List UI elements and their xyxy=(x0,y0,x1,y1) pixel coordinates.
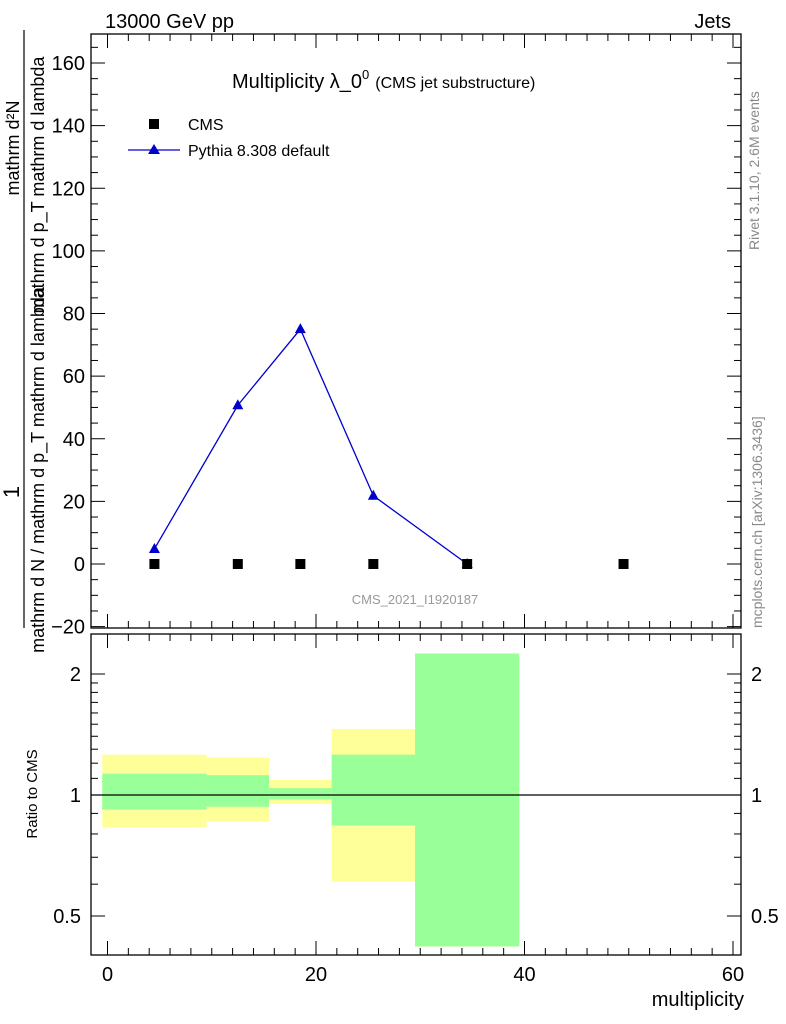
chart-title: Multiplicity λ_00 (CMS jet substructure) xyxy=(232,67,535,93)
ratio-ytick-label-left: 1 xyxy=(70,785,81,807)
main-ytick-label: 0 xyxy=(74,554,85,576)
main-ytick-label: 100 xyxy=(52,241,85,263)
legend-cms-marker xyxy=(149,119,159,129)
main-ytick-label: 140 xyxy=(52,116,85,138)
cms-point xyxy=(295,559,306,569)
main-ylabel: 1 mathrm d²N mathrm d p_T mathrm d lambd… xyxy=(0,30,49,653)
main-ytick-label: 60 xyxy=(63,366,85,388)
ylabel-denominator: mathrm d p_T mathrm d lambda xyxy=(28,56,49,314)
pythia-line xyxy=(153,327,468,565)
ylabel-bottom: mathrm d N / mathrm d p_T mathrm d lambd… xyxy=(28,286,49,653)
pythia-point xyxy=(232,399,244,410)
main-ytick-label: 120 xyxy=(52,178,85,200)
ratio-band-green-1 xyxy=(206,775,270,807)
cms-point xyxy=(232,559,243,569)
chart-title-suffix: (CMS jet substructure) xyxy=(375,75,535,92)
legend: CMS Pythia 8.308 default xyxy=(128,117,330,160)
pythia-point xyxy=(148,542,160,553)
legend-pythia-marker xyxy=(148,144,160,154)
main-ytick-label: 20 xyxy=(63,491,85,513)
ratio-band-green-0 xyxy=(102,773,207,810)
ratio-ylabel: Ratio to CMS xyxy=(24,749,41,838)
main-ytick-label: −20 xyxy=(51,617,85,639)
ylabel-numerator: mathrm d²N xyxy=(3,100,23,195)
main-ytick-label: 80 xyxy=(63,304,85,326)
x-axis-label: multiplicity xyxy=(652,989,744,1011)
x-tick-label: 0 xyxy=(102,964,113,986)
chart-title-main: Multiplicity λ_0 xyxy=(232,71,362,93)
ylabel-top: 1 xyxy=(0,486,24,498)
pythia-point xyxy=(294,323,306,334)
ratio-band-green-3 xyxy=(331,754,416,826)
side-text-mcplots: mcplots.cern.ch [arXiv:1306.3436] xyxy=(749,416,765,628)
cms-point xyxy=(618,559,629,569)
x-tick-label: 40 xyxy=(513,964,535,986)
legend-pythia-label: Pythia 8.308 default xyxy=(188,143,330,160)
series-markers xyxy=(148,323,629,569)
chart-title-sup: 0 xyxy=(362,67,369,82)
series-lines xyxy=(153,327,468,565)
x-tick-label: 60 xyxy=(722,964,744,986)
cms-point xyxy=(368,559,379,569)
ratio-ytick-label-left: 0.5 xyxy=(53,906,81,928)
ratio-ytick-label-right: 2 xyxy=(751,664,762,686)
cms-point xyxy=(149,559,160,569)
main-plot-frame xyxy=(90,33,742,629)
legend-cms-label: CMS xyxy=(188,117,224,134)
header-right: Jets xyxy=(694,11,731,33)
ratio-ytick-label-right: 0.5 xyxy=(751,906,779,928)
axis-ticks xyxy=(91,34,741,955)
x-tick-label: 20 xyxy=(305,964,327,986)
header-left: 13000 GeV pp xyxy=(105,11,234,33)
ratio-band-green-4 xyxy=(415,653,520,947)
watermark: CMS_2021_I1920187 xyxy=(352,592,479,607)
side-text-rivet: Rivet 3.1.10, 2.6M events xyxy=(746,91,762,250)
pythia-point xyxy=(367,489,379,500)
main-ytick-label: 40 xyxy=(63,429,85,451)
ratio-bands xyxy=(102,653,520,947)
main-ytick-label: 160 xyxy=(52,53,85,75)
ratio-ytick-label-left: 2 xyxy=(70,664,81,686)
ratio-ytick-label-right: 1 xyxy=(751,785,762,807)
cms-point xyxy=(462,559,473,569)
ratio-band-green-2 xyxy=(269,788,332,800)
